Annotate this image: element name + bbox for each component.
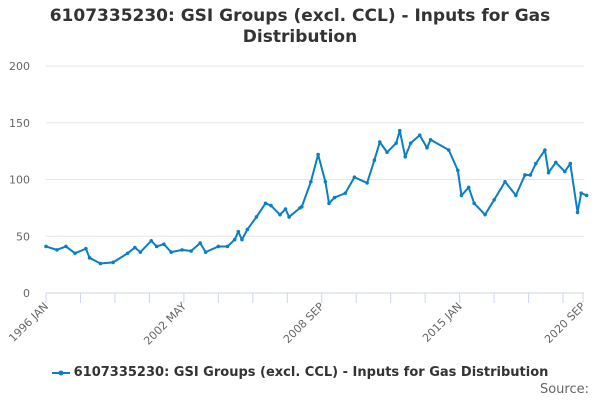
- data-point[interactable]: [44, 244, 48, 249]
- data-point[interactable]: [245, 227, 250, 232]
- data-point[interactable]: [579, 191, 583, 195]
- data-point[interactable]: [278, 212, 282, 217]
- data-point[interactable]: [149, 238, 154, 243]
- series-line: [45, 129, 588, 265]
- data-point[interactable]: [503, 179, 507, 184]
- chart-title-line-1: 6107335230: GSI Groups (excl. CCL) - Inp…: [49, 6, 551, 26]
- y-tick-label: 150: [9, 117, 30, 130]
- data-point[interactable]: [408, 141, 413, 145]
- data-point[interactable]: [283, 207, 288, 211]
- data-point[interactable]: [64, 244, 68, 249]
- data-point[interactable]: [225, 244, 230, 249]
- data-point[interactable]: [55, 248, 59, 252]
- data-point[interactable]: [394, 141, 398, 145]
- x-tick-label: 2020 SEP: [542, 300, 588, 346]
- data-point[interactable]: [403, 155, 408, 159]
- x-tick-label: 1996 JAN: [6, 300, 51, 345]
- data-point[interactable]: [417, 133, 422, 138]
- data-point[interactable]: [87, 256, 92, 260]
- y-tick-label: 100: [9, 174, 30, 187]
- data-point[interactable]: [189, 249, 193, 253]
- data-point[interactable]: [372, 158, 377, 163]
- data-point[interactable]: [287, 215, 291, 219]
- data-point[interactable]: [397, 128, 402, 133]
- x-tick-label: 2002 MAY: [141, 300, 189, 348]
- data-point[interactable]: [111, 260, 115, 265]
- data-point[interactable]: [162, 242, 166, 246]
- x-tick-label: 2015 JAN: [420, 300, 465, 345]
- data-point[interactable]: [483, 212, 487, 217]
- data-point[interactable]: [263, 201, 268, 206]
- data-point[interactable]: [254, 215, 259, 219]
- data-point[interactable]: [169, 250, 173, 254]
- data-point[interactable]: [198, 241, 203, 245]
- data-point[interactable]: [534, 161, 538, 166]
- data-point[interactable]: [216, 244, 221, 249]
- chart-title: 6107335230: GSI Groups (excl. CCL) - Inp…: [0, 6, 600, 48]
- legend-line-marker-icon: [51, 370, 70, 375]
- data-point[interactable]: [466, 185, 471, 190]
- data-point[interactable]: [425, 145, 429, 150]
- data-point[interactable]: [568, 161, 573, 166]
- data-point[interactable]: [316, 152, 320, 157]
- data-point[interactable]: [332, 195, 337, 200]
- data-point[interactable]: [563, 169, 567, 174]
- data-point[interactable]: [73, 251, 77, 256]
- data-point[interactable]: [514, 193, 518, 198]
- data-point[interactable]: [327, 201, 331, 206]
- data-point[interactable]: [446, 148, 451, 152]
- y-tick-label: 0: [23, 287, 30, 300]
- x-tick-label: 2008 SEP: [281, 300, 327, 346]
- data-point[interactable]: [456, 168, 460, 173]
- data-point[interactable]: [553, 160, 558, 165]
- data-point[interactable]: [203, 250, 208, 254]
- data-point[interactable]: [240, 237, 244, 242]
- legend-item[interactable]: 6107335230: GSI Groups (excl. CCL) - Inp…: [0, 365, 600, 380]
- data-point[interactable]: [528, 173, 533, 177]
- data-point[interactable]: [269, 203, 273, 208]
- data-point[interactable]: [546, 170, 551, 175]
- data-point[interactable]: [180, 248, 184, 252]
- y-tick-label: 50: [16, 230, 30, 243]
- data-point[interactable]: [352, 175, 357, 180]
- data-point[interactable]: [232, 237, 237, 242]
- data-point[interactable]: [133, 245, 137, 250]
- data-point[interactable]: [309, 179, 313, 184]
- data-point[interactable]: [385, 150, 389, 155]
- chart-title-line-2: Distribution: [242, 27, 358, 47]
- data-point[interactable]: [236, 229, 241, 234]
- data-point[interactable]: [543, 148, 547, 152]
- y-tick-label: 200: [9, 60, 30, 73]
- data-point[interactable]: [492, 198, 496, 202]
- data-point[interactable]: [300, 204, 304, 209]
- data-point[interactable]: [98, 261, 103, 266]
- data-point[interactable]: [459, 193, 464, 198]
- data-point[interactable]: [378, 140, 382, 144]
- source-label: Source:: [539, 382, 589, 397]
- data-point[interactable]: [428, 137, 433, 142]
- data-point[interactable]: [472, 201, 476, 206]
- data-point[interactable]: [343, 191, 348, 195]
- data-point[interactable]: [323, 179, 328, 184]
- data-point[interactable]: [575, 210, 580, 215]
- data-point[interactable]: [365, 181, 369, 185]
- data-point[interactable]: [138, 250, 143, 254]
- data-point[interactable]: [584, 193, 589, 198]
- legend-label: 6107335230: GSI Groups (excl. CCL) - Inp…: [73, 365, 549, 380]
- data-point[interactable]: [523, 173, 527, 177]
- data-point[interactable]: [84, 246, 88, 251]
- data-point[interactable]: [125, 251, 130, 256]
- data-point[interactable]: [154, 244, 159, 249]
